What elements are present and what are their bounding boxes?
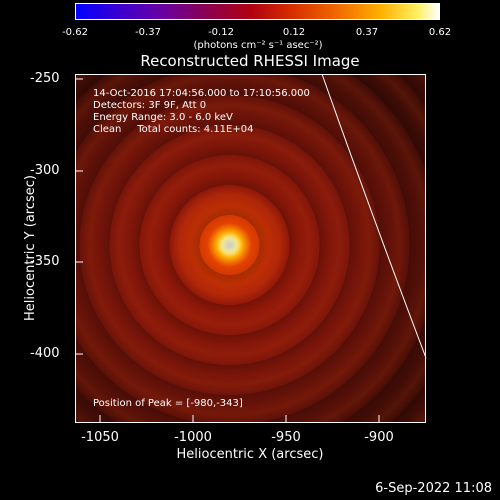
clean-ripples — [76, 75, 425, 422]
y-tick: -250 — [30, 71, 60, 86]
colorbar-tick: 0.37 — [355, 27, 379, 38]
colorbar-tick: -0.62 — [62, 27, 88, 38]
y-tick: -300 — [30, 163, 60, 178]
image-title: Reconstructed RHESSI Image — [140, 52, 360, 70]
x-tick: -1000 — [174, 430, 212, 445]
solar-limb — [321, 73, 427, 359]
colorbar-tick: -0.37 — [135, 27, 161, 38]
info-detectors: Detectors: 3F 9F, Att 0 — [93, 100, 207, 111]
info-time-range: 14-Oct-2016 17:04:56.000 to 17:10:56.000 — [93, 88, 310, 99]
peak-position: Position of Peak = [-980,-343] — [93, 398, 243, 409]
colorbar-tick: 0.12 — [282, 27, 306, 38]
colorbar-unit: (photons cm⁻² s⁻¹ asec⁻²) — [193, 40, 323, 51]
info-counts: Clean Total counts: 4.11E+04 — [93, 124, 254, 135]
axis-ticks — [75, 78, 380, 423]
colorbar-tick: -0.12 — [208, 27, 234, 38]
x-tick: -900 — [364, 430, 394, 445]
y-tick: -350 — [30, 254, 60, 269]
x-axis-label: Heliocentric X (arcsec) — [176, 447, 324, 462]
x-tick: -950 — [271, 430, 301, 445]
flare-source — [76, 75, 425, 422]
y-axis-label: Heliocentric Y (arcsec) — [22, 175, 38, 321]
generation-timestamp: 6-Sep-2022 11:08 — [375, 481, 492, 496]
colorbar-tick: 0.62 — [428, 27, 452, 38]
info-energy-range: Energy Range: 3.0 - 6.0 keV — [93, 112, 233, 123]
colorbar — [75, 3, 440, 20]
rhessi-image — [75, 74, 426, 423]
y-tick: -400 — [30, 346, 60, 361]
x-tick: -1050 — [81, 430, 119, 445]
